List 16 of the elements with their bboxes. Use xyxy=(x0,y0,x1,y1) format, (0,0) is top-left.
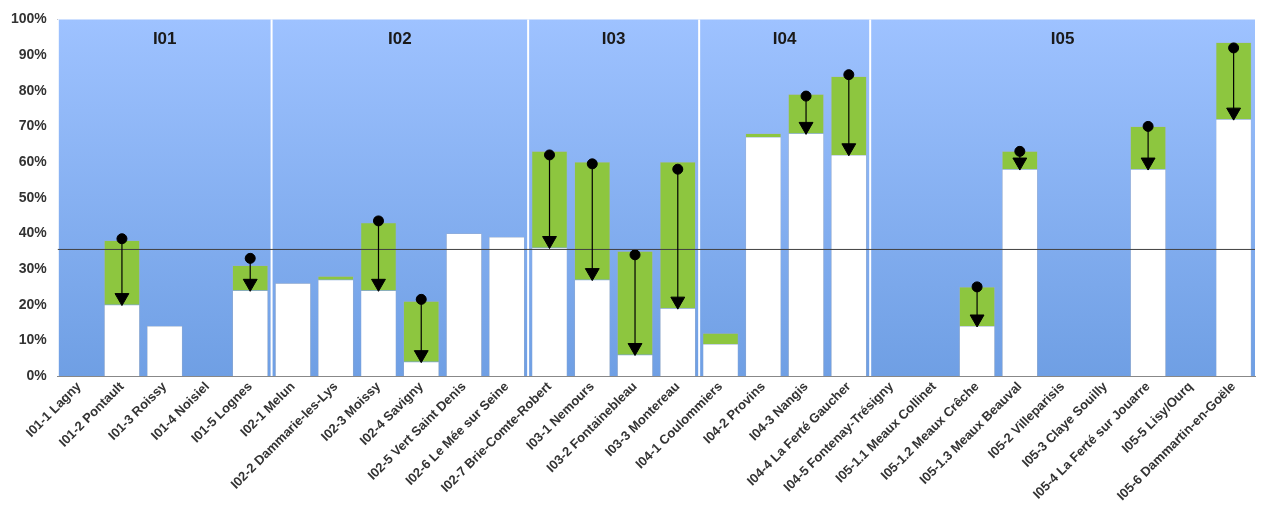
y-tick-label: 40% xyxy=(18,224,48,241)
band-label: I05 xyxy=(1050,29,1075,49)
y-tick-label: 80% xyxy=(18,81,48,98)
y-tick-label: 60% xyxy=(18,152,48,169)
y-tick-label: 90% xyxy=(18,45,48,62)
y-tick-label: 30% xyxy=(18,259,48,276)
y-tick-label: 50% xyxy=(18,188,48,205)
y-tick-label: 10% xyxy=(18,331,48,348)
y-tick-label: 70% xyxy=(18,117,48,134)
band-label: I01 xyxy=(152,29,177,49)
y-tick-label: 0% xyxy=(26,366,48,383)
band-label: I04 xyxy=(772,29,798,49)
y-tick-label: 20% xyxy=(18,295,48,312)
band-label: I02 xyxy=(388,29,412,49)
y-tick-label: 100% xyxy=(10,10,48,27)
band-label: I03 xyxy=(601,29,626,49)
